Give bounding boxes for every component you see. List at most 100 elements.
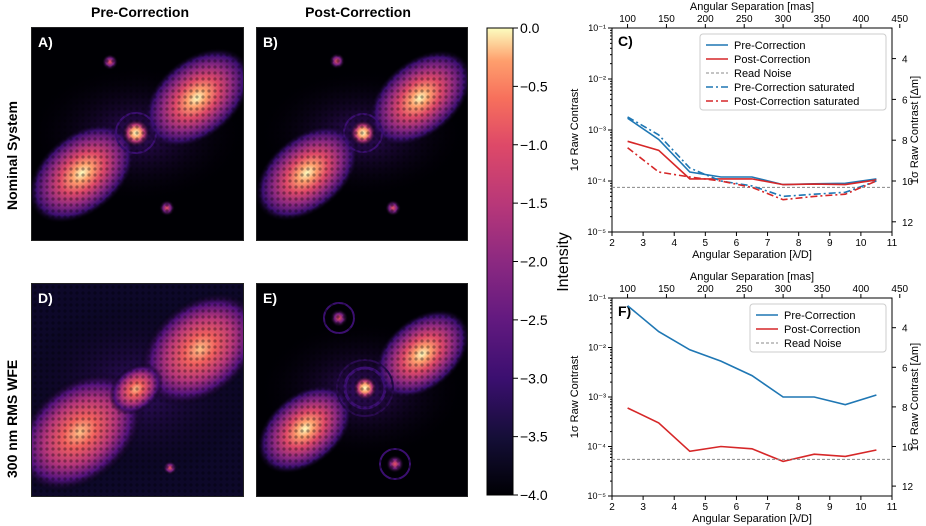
panel-label-d: D): [38, 290, 53, 306]
top-x-tick-label: 250: [736, 14, 753, 25]
colorbar-tick-label: −2.0: [520, 254, 548, 270]
series-post-correction-line: [627, 407, 877, 463]
x-tick-label: 3: [640, 238, 646, 249]
top-x-tick-label: 100: [619, 14, 636, 25]
top-x-axis-label: Angular Separation [mas]: [690, 1, 814, 13]
right-y-axis-label: 1σ Raw Contrast [Δm]: [909, 76, 921, 184]
top-x-tick-label: 350: [814, 14, 831, 25]
y-axis-label: 1σ Raw Contrast: [569, 89, 581, 172]
panel-label-a: A): [38, 34, 53, 50]
right-y-tick-label: 6: [902, 363, 908, 374]
x-tick-label: 8: [796, 502, 802, 513]
right-y-tick-label: 10: [902, 177, 914, 188]
x-tick-label: 4: [671, 238, 677, 249]
colorbar-gradient: [486, 27, 514, 496]
right-y-tick-label: 8: [902, 403, 908, 414]
x-tick-label: 7: [765, 502, 771, 513]
legend-label: Pre-Correction: [784, 310, 856, 322]
panel-label-f: F): [618, 303, 631, 319]
chart-c: 2 3 4 5 6 7 8 9 10 11 10⁻⁵ 10⁻⁴ 10⁻³ 10⁻² 10⁻¹ 100 150 20…: [569, 1, 921, 261]
colorbar-tick-label: −3.5: [520, 429, 548, 445]
series-group-c: [612, 116, 892, 201]
colorbar-tick-label: −3.0: [520, 370, 548, 386]
legend-box-c: [699, 33, 887, 111]
right-y-tick-label: 10: [902, 443, 914, 454]
top-x-tick-label: 450: [891, 14, 908, 25]
y-tick-label: 10⁻¹: [588, 293, 606, 303]
top-x-tick-label: 400: [853, 284, 870, 295]
legend-label: Read Noise: [734, 68, 791, 80]
top-x-tick-label: 300: [775, 14, 792, 25]
legend-label: Pre-Correction: [734, 40, 806, 52]
right-y-tick-label: 12: [902, 218, 914, 229]
x-tick-label: 9: [827, 502, 833, 513]
x-tick-label: 9: [827, 238, 833, 249]
x-tick-label: 5: [703, 238, 709, 249]
right-y-tick-label: 12: [902, 482, 914, 493]
series-pre-correction-line: [627, 305, 877, 406]
column-title-pre: Pre-Correction: [90, 4, 190, 20]
top-x-tick-label: 150: [658, 14, 675, 25]
x-tick-label: 8: [796, 238, 802, 249]
psf-image-e: [257, 284, 467, 496]
x-axis-label: Angular Separation [λ/D]: [692, 513, 812, 525]
y-tick-label: 10⁻³: [588, 125, 606, 135]
x-tick-label: 4: [671, 502, 677, 513]
legend-label: Post-Correction: [784, 324, 860, 336]
y-tick-label: 10⁻²: [588, 74, 606, 84]
top-x-tick-label: 200: [697, 14, 714, 25]
series-post-correction-line: [627, 140, 877, 186]
x-tick-label: 5: [703, 502, 709, 513]
colorbar-label: Intensity: [555, 232, 572, 292]
legend-box-f: [749, 303, 887, 353]
x-tick-label: 2: [609, 502, 615, 513]
right-y-tick-label: 4: [902, 324, 908, 335]
x-tick-label: 3: [640, 502, 646, 513]
y-axis-label: 1σ Raw Contrast: [569, 356, 581, 439]
colorbar-tick-label: −1.5: [520, 195, 548, 211]
colorbar-tick-label: −4.0: [520, 487, 548, 503]
colorbar-tick-label: −2.5: [520, 312, 548, 328]
y-tick-label: 10⁻¹: [588, 23, 606, 33]
x-tick-label: 11: [887, 238, 898, 249]
legend-label: Post-Correction: [734, 54, 810, 66]
y-tick-label: 10⁻⁴: [587, 176, 606, 186]
row-title-wfe: 300 nm RMS WFE: [4, 359, 20, 478]
top-x-tick-label: 150: [658, 284, 675, 295]
right-y-axis-label: 1σ Raw Contrast [Δm]: [909, 343, 921, 451]
colorbar-tick-label: −0.5: [520, 78, 548, 94]
y-tick-label: 10⁻²: [588, 343, 606, 353]
panel-label-e: E): [263, 290, 277, 306]
top-x-tick-label: 250: [736, 284, 753, 295]
y-tick-label: 10⁻³: [588, 392, 606, 402]
image-panel-e: E): [256, 283, 468, 497]
legend-label: Read Noise: [784, 338, 841, 350]
series-pre-correction-line: [627, 117, 877, 186]
top-x-axis-label: Angular Separation [mas]: [690, 271, 814, 283]
image-panel-d: D): [31, 283, 244, 497]
x-tick-label: 10: [855, 502, 867, 513]
psf-image-d: [32, 284, 243, 496]
right-y-tick-label: 4: [902, 55, 908, 66]
series-pre-correction-saturated-line: [627, 116, 877, 198]
y-tick-label: 10⁻⁵: [588, 491, 607, 501]
colorbar-tick-label: 0.0: [520, 20, 540, 36]
x-tick-label: 11: [887, 502, 898, 513]
top-x-tick-label: 450: [891, 284, 908, 295]
x-axis-label: Angular Separation [λ/D]: [692, 249, 812, 261]
colorbar-tick-label: −1.0: [520, 137, 548, 153]
panel-label-c: C): [618, 33, 633, 49]
chart-f: 2 3 4 5 6 7 8 9 10 11 10⁻⁵ 10⁻⁴ 10⁻³ 10⁻² 10⁻¹ 100 150 20…: [569, 271, 921, 525]
image-panel-a: A): [31, 27, 244, 241]
x-tick-label: 10: [855, 238, 867, 249]
top-x-tick-label: 400: [853, 14, 870, 25]
y-tick-label: 10⁻⁴: [587, 442, 606, 452]
right-y-tick-label: 6: [902, 95, 908, 106]
psf-image-a: [32, 28, 243, 240]
series-post-correction-saturated-line: [627, 147, 877, 201]
column-title-post: Post-Correction: [305, 4, 411, 20]
x-tick-label: 6: [734, 502, 740, 513]
colorbar: 0.0 −0.5 −1.0 −1.5 −2.0 −2.5 −3.0 −3.5 −4.0 Inte…: [486, 20, 572, 503]
top-x-tick-label: 350: [814, 284, 831, 295]
top-x-tick-label: 300: [775, 284, 792, 295]
